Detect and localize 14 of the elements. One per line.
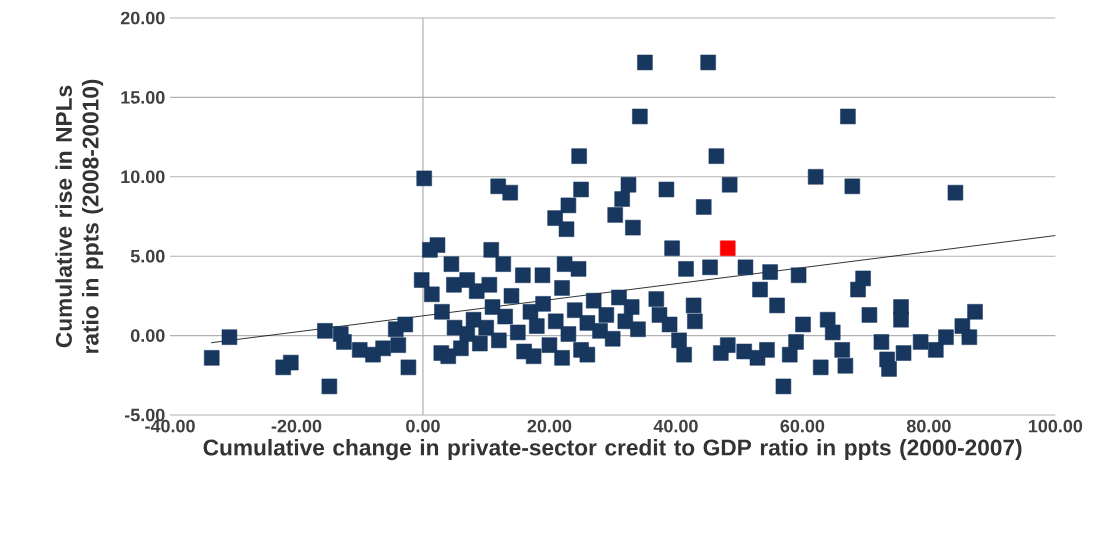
x-tick-label: 80.00: [906, 419, 951, 433]
y-tick-label: 0.00: [130, 329, 165, 342]
y-tick-label: 20.00: [120, 11, 165, 25]
y-axis-title: Cumulative rise in NPLs ratio in ppts (2008-20010): [55, 79, 104, 353]
x-tick-label: 40.00: [653, 419, 698, 433]
x-tick-label: -20.00: [271, 419, 322, 433]
x-axis-title: Cumulative change in private-sector credit to GDP ratio in ppts (2000-2007): [203, 438, 1022, 461]
y-tick-label: 5.00: [130, 249, 165, 263]
x-tick-label: 0.00: [406, 419, 440, 433]
y-tick-label: 15.00: [121, 91, 165, 104]
y-tick-label: 10.00: [121, 170, 165, 184]
x-tick-label: 60.00: [780, 419, 825, 433]
x-tick-label: 100.00: [1028, 419, 1083, 433]
x-tick-label: 20.00: [527, 419, 572, 433]
